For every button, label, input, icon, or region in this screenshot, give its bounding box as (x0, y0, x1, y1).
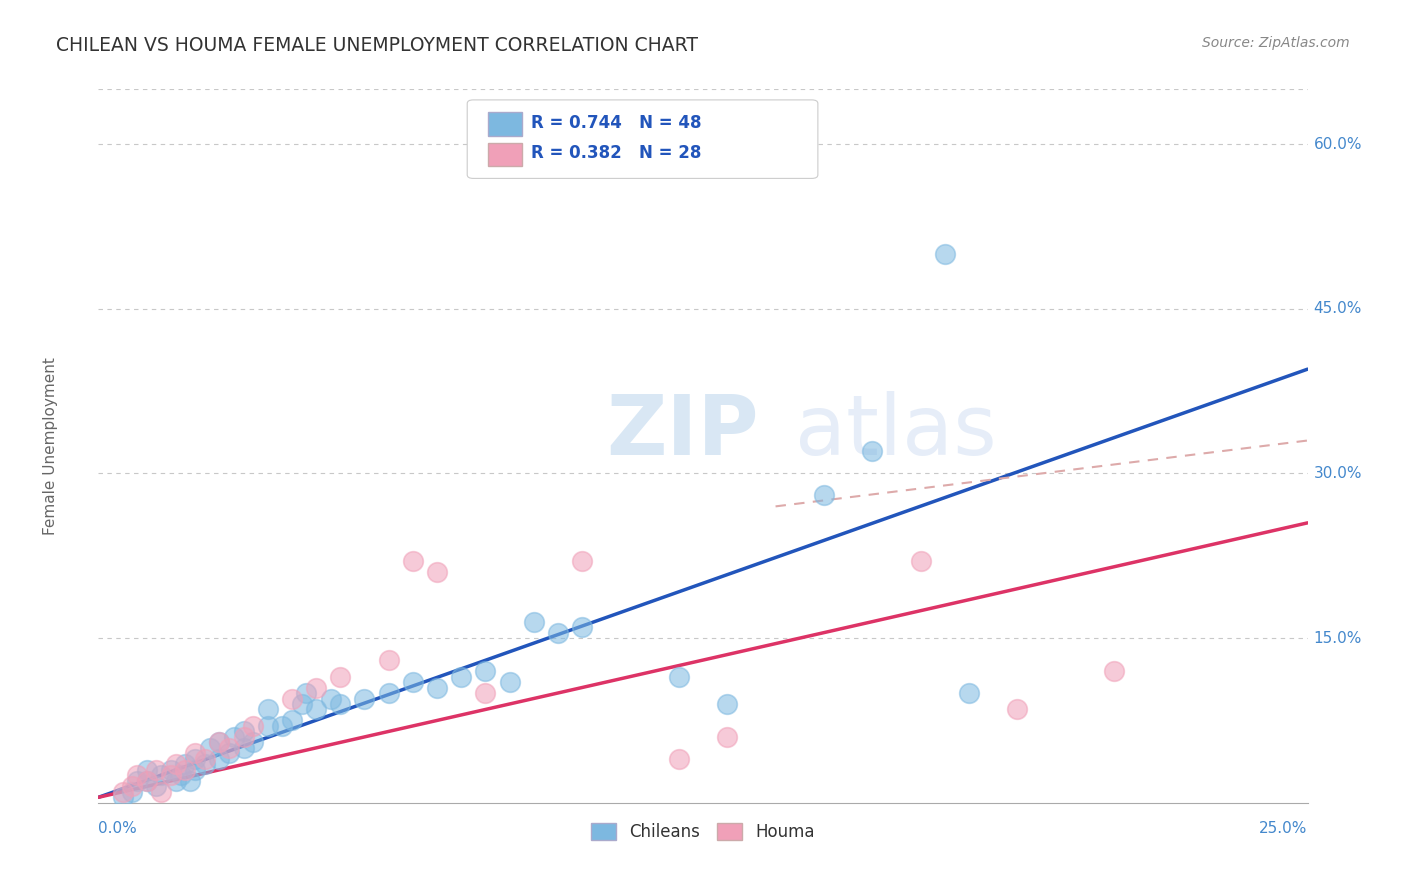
Point (377, 686, 399, 700)
Text: CHILEAN VS HOUMA FEMALE UNEMPLOYMENT CORRELATION CHART: CHILEAN VS HOUMA FEMALE UNEMPLOYMENT COR… (56, 36, 699, 54)
Point (571, 620, 593, 634)
Point (271, 719, 294, 733)
Point (208, 735, 231, 749)
Point (232, 724, 254, 739)
Point (135, 773, 157, 788)
Text: R = 0.382   N = 28: R = 0.382 N = 28 (531, 145, 702, 162)
Point (402, 554, 425, 568)
Point (218, 740, 240, 755)
Point (329, 669, 352, 683)
Point (813, 488, 835, 502)
Point (121, 780, 143, 794)
Point (160, 763, 183, 777)
Point (194, 757, 217, 772)
Point (934, 247, 956, 261)
Point (242, 719, 264, 733)
Point (256, 719, 278, 733)
Point (194, 752, 217, 766)
Point (184, 752, 207, 766)
Point (523, 615, 546, 629)
Point (426, 681, 449, 695)
Point (218, 747, 240, 761)
Text: 30.0%: 30.0% (1313, 466, 1362, 481)
Point (281, 691, 304, 706)
Point (957, 686, 980, 700)
Point (668, 669, 690, 683)
Text: 15.0%: 15.0% (1313, 631, 1362, 646)
Point (135, 773, 157, 788)
Point (184, 747, 207, 761)
Point (232, 730, 254, 744)
Text: Female Unemployment: Female Unemployment (42, 357, 58, 535)
Point (716, 730, 738, 744)
Point (208, 752, 231, 766)
Point (426, 566, 449, 580)
Legend: Chileans, Houma: Chileans, Houma (585, 816, 821, 848)
Point (329, 697, 352, 711)
Bar (488, 112, 522, 136)
Point (571, 554, 593, 568)
Point (127, 773, 149, 788)
Point (402, 675, 425, 690)
Point (145, 763, 167, 777)
Point (198, 740, 221, 755)
Point (281, 714, 304, 728)
Point (910, 554, 932, 568)
Point (179, 773, 201, 788)
Text: Source: ZipAtlas.com: Source: ZipAtlas.com (1202, 36, 1350, 50)
Point (174, 763, 197, 777)
Point (184, 763, 207, 777)
Text: ZIP: ZIP (606, 392, 759, 472)
Point (160, 768, 183, 782)
Point (111, 790, 134, 805)
Point (169, 768, 191, 782)
Point (111, 785, 134, 799)
Point (295, 686, 318, 700)
Bar (488, 143, 522, 166)
Point (232, 740, 254, 755)
Point (1102, 664, 1125, 678)
Point (127, 768, 149, 782)
Point (256, 702, 278, 716)
Point (547, 625, 569, 640)
Point (1007, 702, 1029, 716)
Point (305, 702, 328, 716)
Point (377, 653, 399, 667)
Point (174, 757, 197, 772)
Point (319, 691, 342, 706)
Point (290, 697, 312, 711)
Text: 60.0%: 60.0% (1313, 136, 1362, 152)
Point (150, 768, 173, 782)
Point (135, 763, 157, 777)
Point (716, 697, 738, 711)
Text: atlas: atlas (794, 392, 997, 472)
Point (121, 785, 143, 799)
Point (450, 669, 472, 683)
Point (145, 780, 167, 794)
Point (474, 686, 496, 700)
Text: R = 0.744   N = 48: R = 0.744 N = 48 (531, 114, 702, 132)
Text: 45.0%: 45.0% (1313, 301, 1362, 317)
Point (150, 785, 173, 799)
Point (498, 675, 520, 690)
Point (860, 444, 883, 458)
Point (165, 757, 187, 772)
Point (668, 752, 690, 766)
Text: 25.0%: 25.0% (1260, 821, 1308, 836)
Point (165, 773, 187, 788)
Point (474, 664, 496, 678)
Point (353, 691, 375, 706)
Point (222, 730, 245, 744)
Point (208, 735, 231, 749)
Point (305, 681, 328, 695)
Point (242, 735, 264, 749)
Text: 0.0%: 0.0% (98, 821, 138, 836)
FancyBboxPatch shape (467, 100, 818, 178)
